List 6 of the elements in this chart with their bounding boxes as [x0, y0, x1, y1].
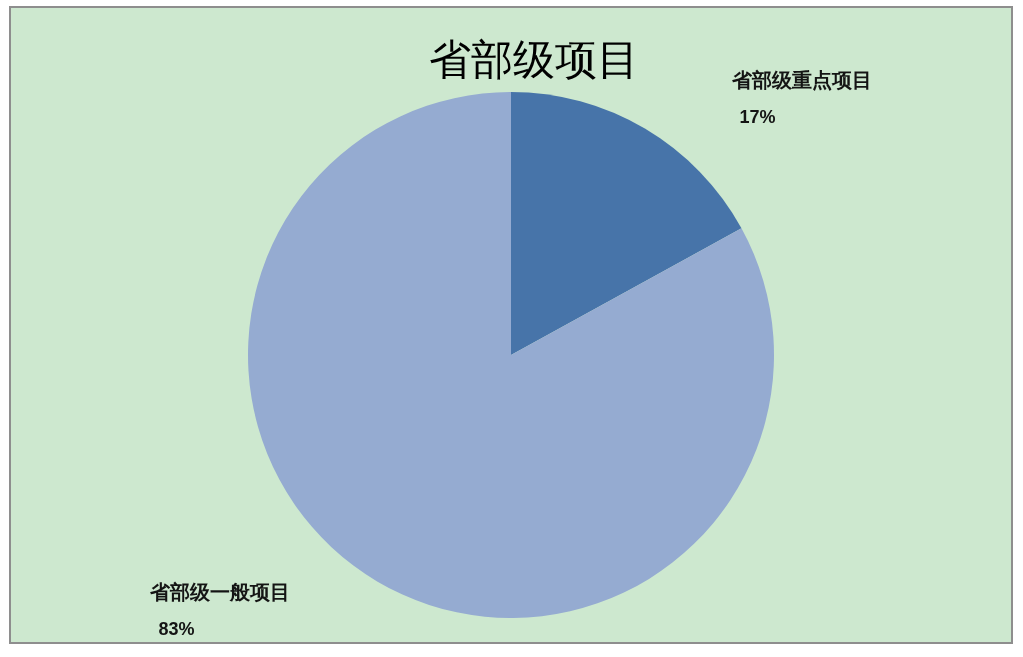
slice-label: 省部级重点项目: [730, 69, 872, 92]
data-label: 83%: [158, 618, 195, 639]
chart-title: 省部级项目: [429, 36, 639, 84]
slice-label: 省部级一般项目: [149, 580, 291, 603]
pie-slice: [511, 92, 742, 355]
data-label: 17%: [739, 107, 776, 128]
